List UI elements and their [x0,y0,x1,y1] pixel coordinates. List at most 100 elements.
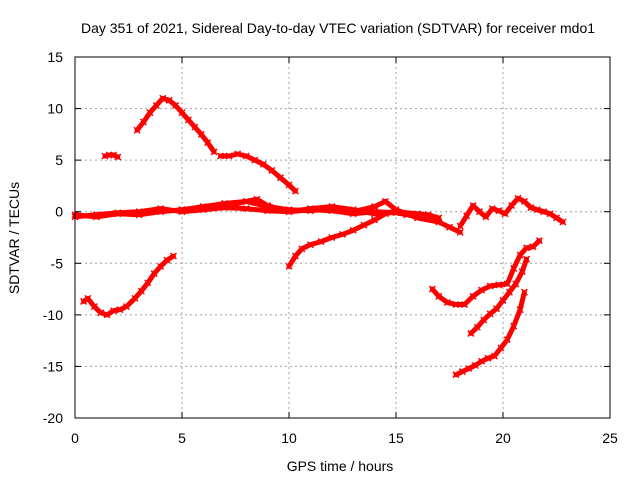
data-point [473,323,481,331]
x-tick-label: 15 [388,430,404,446]
data-point [242,205,250,213]
data-point [452,371,460,379]
axis-ticks: 0 5 10 15 20 25 -20 -15 -10 -5 0 5 10 15 [43,49,618,446]
data-point [291,187,299,195]
data-point [360,221,368,229]
data-point [520,288,528,296]
data-point [191,123,199,131]
data-point [505,288,513,296]
data-point [523,255,531,263]
y-tick-label: -20 [43,410,63,426]
data-point [443,298,451,307]
data-point [533,206,541,214]
data-point [251,156,259,164]
x-tick-label: 10 [281,430,297,446]
data-point [122,303,130,311]
data-point [371,216,379,224]
data-point [503,280,511,288]
data-point [90,303,98,311]
data-point [116,306,124,314]
data-point [264,207,272,215]
data-point [540,208,548,216]
data-point [484,354,492,362]
y-tick-label: 10 [47,101,63,117]
data-point [458,368,466,376]
data-point [92,211,100,219]
data-point [268,166,276,174]
data-point [465,364,473,373]
data-point [424,211,432,219]
data-point [497,344,505,352]
data-point [501,210,509,218]
data-point [317,238,325,246]
data-point [381,210,389,218]
y-axis-label: SDTVAR / TECUs [6,182,22,294]
data-point [495,207,503,215]
data-point [163,256,171,264]
data-points [71,94,567,379]
data-point [493,305,501,313]
data-point [371,210,379,218]
data-point [463,212,471,220]
data-point [137,287,145,295]
data-point [199,205,207,213]
data-point [435,214,443,222]
y-tick-label: 5 [55,152,63,168]
data-point [139,118,148,126]
data-point [172,101,180,110]
data-point [285,181,293,189]
data-point [467,329,475,337]
data-point [80,297,88,305]
x-tick-label: 5 [178,430,186,446]
data-point [469,201,477,210]
data-point [97,309,105,317]
series-group [452,288,528,379]
data-point [165,96,173,104]
data-point [146,109,154,117]
grid [75,57,610,418]
data-point [103,311,111,319]
series-line [286,209,399,269]
data-point [452,301,460,309]
data-point [514,194,522,202]
data-point [197,130,205,138]
series-group [178,195,443,222]
data-point [520,197,528,205]
data-point [84,294,92,302]
data-point [216,152,225,160]
data-point [253,195,261,203]
y-tick-label: -15 [43,358,63,374]
data-point [135,208,143,216]
data-point [242,197,250,205]
data-point [259,160,267,168]
data-point [413,210,421,218]
data-point [471,361,479,369]
data-point [546,210,554,218]
data-point [114,153,122,161]
data-point [242,152,250,160]
x-tick-label: 20 [495,430,511,446]
data-point [488,205,496,213]
series-group [133,94,218,156]
data-point [169,252,177,260]
data-point [285,262,293,270]
data-point [478,286,486,294]
data-point [456,222,464,230]
data-point [204,139,212,147]
data-point [552,214,561,222]
data-point [392,208,400,216]
data-point [159,94,167,102]
data-point [510,322,518,330]
series-group [80,252,177,319]
data-point [150,270,158,278]
y-tick-label: -10 [43,307,63,323]
data-point [381,197,389,205]
data-point [114,209,122,217]
series-group [216,150,299,195]
data-point [527,204,535,212]
data-point [535,237,543,245]
y-tick-label: -5 [51,255,64,271]
series-group [101,151,122,161]
data-point [499,296,507,304]
data-point [508,201,516,210]
